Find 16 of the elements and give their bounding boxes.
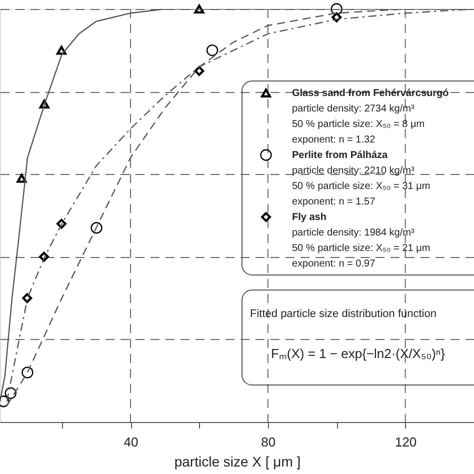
annotation: particle density: 2734 kg/m³	[292, 104, 415, 114]
annotation: exponent: n = 1.32	[292, 134, 376, 146]
annotation: Fₘ(X) = 1 − exp{−ln2·(X/X₅₀)ⁿ}	[270, 346, 446, 361]
annotation: 50 % particle size: X₅₀ = 8 μm	[292, 119, 425, 130]
x-tick-label: 80	[261, 434, 276, 450]
annotation: particle density: 2210 kg/m³	[292, 166, 415, 176]
annotation: 50 % particle size: X₅₀ = 31 μm	[292, 181, 430, 192]
annotation: exponent: n = 0.97	[292, 258, 376, 270]
x-tick-label: 120	[394, 434, 417, 450]
x-tick-label: 40	[124, 434, 138, 450]
x-axis-title: particle size X [ μm ]	[174, 454, 301, 470]
annotation: particle density: 1984 kg/m³	[292, 228, 415, 238]
annotation: 50 % particle size: X₅₀ = 21 μm	[292, 243, 430, 254]
legend-label: Perlite from Pálháza	[292, 150, 388, 161]
annotation: exponent: n = 1.57	[292, 196, 376, 208]
legend-label: Fly ash	[292, 212, 326, 223]
